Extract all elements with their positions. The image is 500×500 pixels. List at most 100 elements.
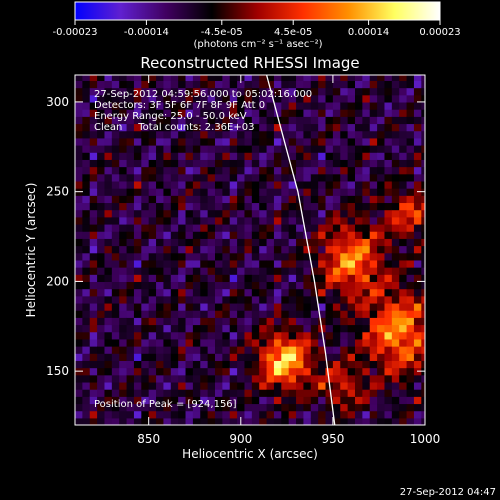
heatmap-cell	[148, 94, 157, 103]
heatmap-cell	[355, 274, 363, 283]
heatmap-cell	[347, 188, 356, 196]
heatmap-cell	[126, 173, 135, 182]
heatmap-cell	[104, 317, 113, 326]
heatmap-cell	[89, 389, 98, 397]
heatmap-cell	[362, 288, 371, 297]
heatmap-cell	[163, 403, 172, 412]
heatmap-cell	[215, 259, 223, 268]
heatmap-cell	[421, 123, 425, 132]
heatmap-cell	[163, 346, 172, 354]
heatmap-cell	[391, 252, 400, 261]
heatmap-cell	[156, 302, 165, 311]
heatmap-cell	[207, 245, 216, 254]
heatmap-cell	[318, 389, 327, 397]
heatmap-cell	[237, 295, 246, 304]
heatmap-cell	[318, 295, 327, 304]
heatmap-cell	[170, 152, 179, 160]
heatmap-cell	[141, 145, 150, 153]
heatmap-cell	[148, 159, 157, 168]
heatmap-cell	[325, 145, 334, 153]
heatmap-cell	[273, 360, 282, 369]
heatmap-cell	[141, 281, 150, 290]
heatmap-cell	[340, 410, 349, 419]
heatmap-cell	[310, 259, 319, 268]
heatmap-cell	[75, 274, 83, 283]
heatmap-cell	[377, 80, 386, 89]
heatmap-cell	[82, 324, 91, 333]
heatmap-cell	[156, 123, 165, 132]
heatmap-cell	[133, 252, 142, 261]
heatmap-cell	[413, 360, 422, 369]
heatmap-cell	[413, 389, 422, 397]
heatmap-cell	[215, 245, 223, 254]
heatmap-cell	[332, 302, 341, 311]
heatmap-cell	[347, 75, 356, 81]
heatmap-cell	[273, 231, 282, 239]
heatmap-cell	[406, 116, 415, 125]
heatmap-cell	[229, 202, 238, 211]
heatmap-cell	[303, 145, 312, 153]
heatmap-cell	[310, 94, 319, 103]
heatmap-cell	[369, 360, 378, 369]
heatmap-cell	[310, 252, 319, 261]
heatmap-cell	[185, 80, 194, 89]
heatmap-cell	[296, 180, 305, 189]
heatmap-cell	[340, 137, 349, 146]
heatmap-cell	[89, 109, 98, 117]
heatmap-cell	[141, 417, 150, 425]
heatmap-cell	[148, 87, 157, 96]
heatmap-cell	[296, 381, 305, 390]
heatmap-cell	[318, 152, 327, 160]
heatmap-cell	[347, 374, 356, 383]
heatmap-cell	[413, 216, 422, 225]
heatmap-cell	[406, 317, 415, 326]
heatmap-cell	[384, 360, 393, 369]
heatmap-cell	[156, 338, 165, 347]
heatmap-cell	[215, 360, 223, 369]
heatmap-cell	[266, 281, 275, 290]
heatmap-cell	[251, 346, 260, 354]
heatmap-cell	[347, 80, 356, 89]
heatmap-cell	[266, 202, 275, 211]
heatmap-cell	[185, 302, 194, 311]
heatmap-cell	[89, 403, 98, 412]
heatmap-cell	[222, 145, 231, 153]
heatmap-cell	[148, 145, 157, 153]
heatmap-cell	[244, 195, 253, 204]
heatmap-cell	[104, 367, 113, 376]
heatmap-cell	[391, 324, 400, 333]
chart-title: Reconstructed RHESSI Image	[140, 54, 359, 72]
heatmap-cell	[310, 231, 319, 239]
heatmap-cell	[207, 288, 216, 297]
heatmap-cell	[192, 324, 201, 333]
heatmap-cell	[119, 195, 128, 204]
heatmap-cell	[413, 123, 422, 132]
heatmap-cell	[362, 252, 371, 261]
heatmap-cell	[273, 346, 282, 354]
colorbar-tick-label: -4.5e-05	[201, 27, 243, 38]
heatmap-cell	[170, 381, 179, 390]
annotation-time-range: 27-Sep-2012 04:59:56.000 to 05:02:16.000	[94, 89, 312, 100]
heatmap-cell	[251, 109, 260, 117]
heatmap-cell	[391, 231, 400, 239]
heatmap-cell	[170, 188, 179, 196]
heatmap-cell	[82, 267, 91, 275]
heatmap-cell	[266, 310, 275, 318]
heatmap-cell	[406, 403, 415, 412]
heatmap-cell	[369, 209, 378, 218]
heatmap-cell	[355, 173, 363, 182]
heatmap-cell	[296, 75, 305, 81]
heatmap-cell	[303, 324, 312, 333]
heatmap-cell	[75, 75, 83, 81]
heatmap-cell	[369, 252, 378, 261]
heatmap-cell	[399, 410, 408, 419]
heatmap-cell	[347, 353, 356, 361]
heatmap-cell	[384, 123, 393, 132]
heatmap-cell	[148, 259, 157, 268]
heatmap-cell	[75, 381, 83, 390]
heatmap-cell	[251, 209, 260, 218]
heatmap-cell	[237, 302, 246, 311]
heatmap-cell	[222, 152, 231, 160]
heatmap-cell	[89, 302, 98, 311]
heatmap-cell	[303, 216, 312, 225]
